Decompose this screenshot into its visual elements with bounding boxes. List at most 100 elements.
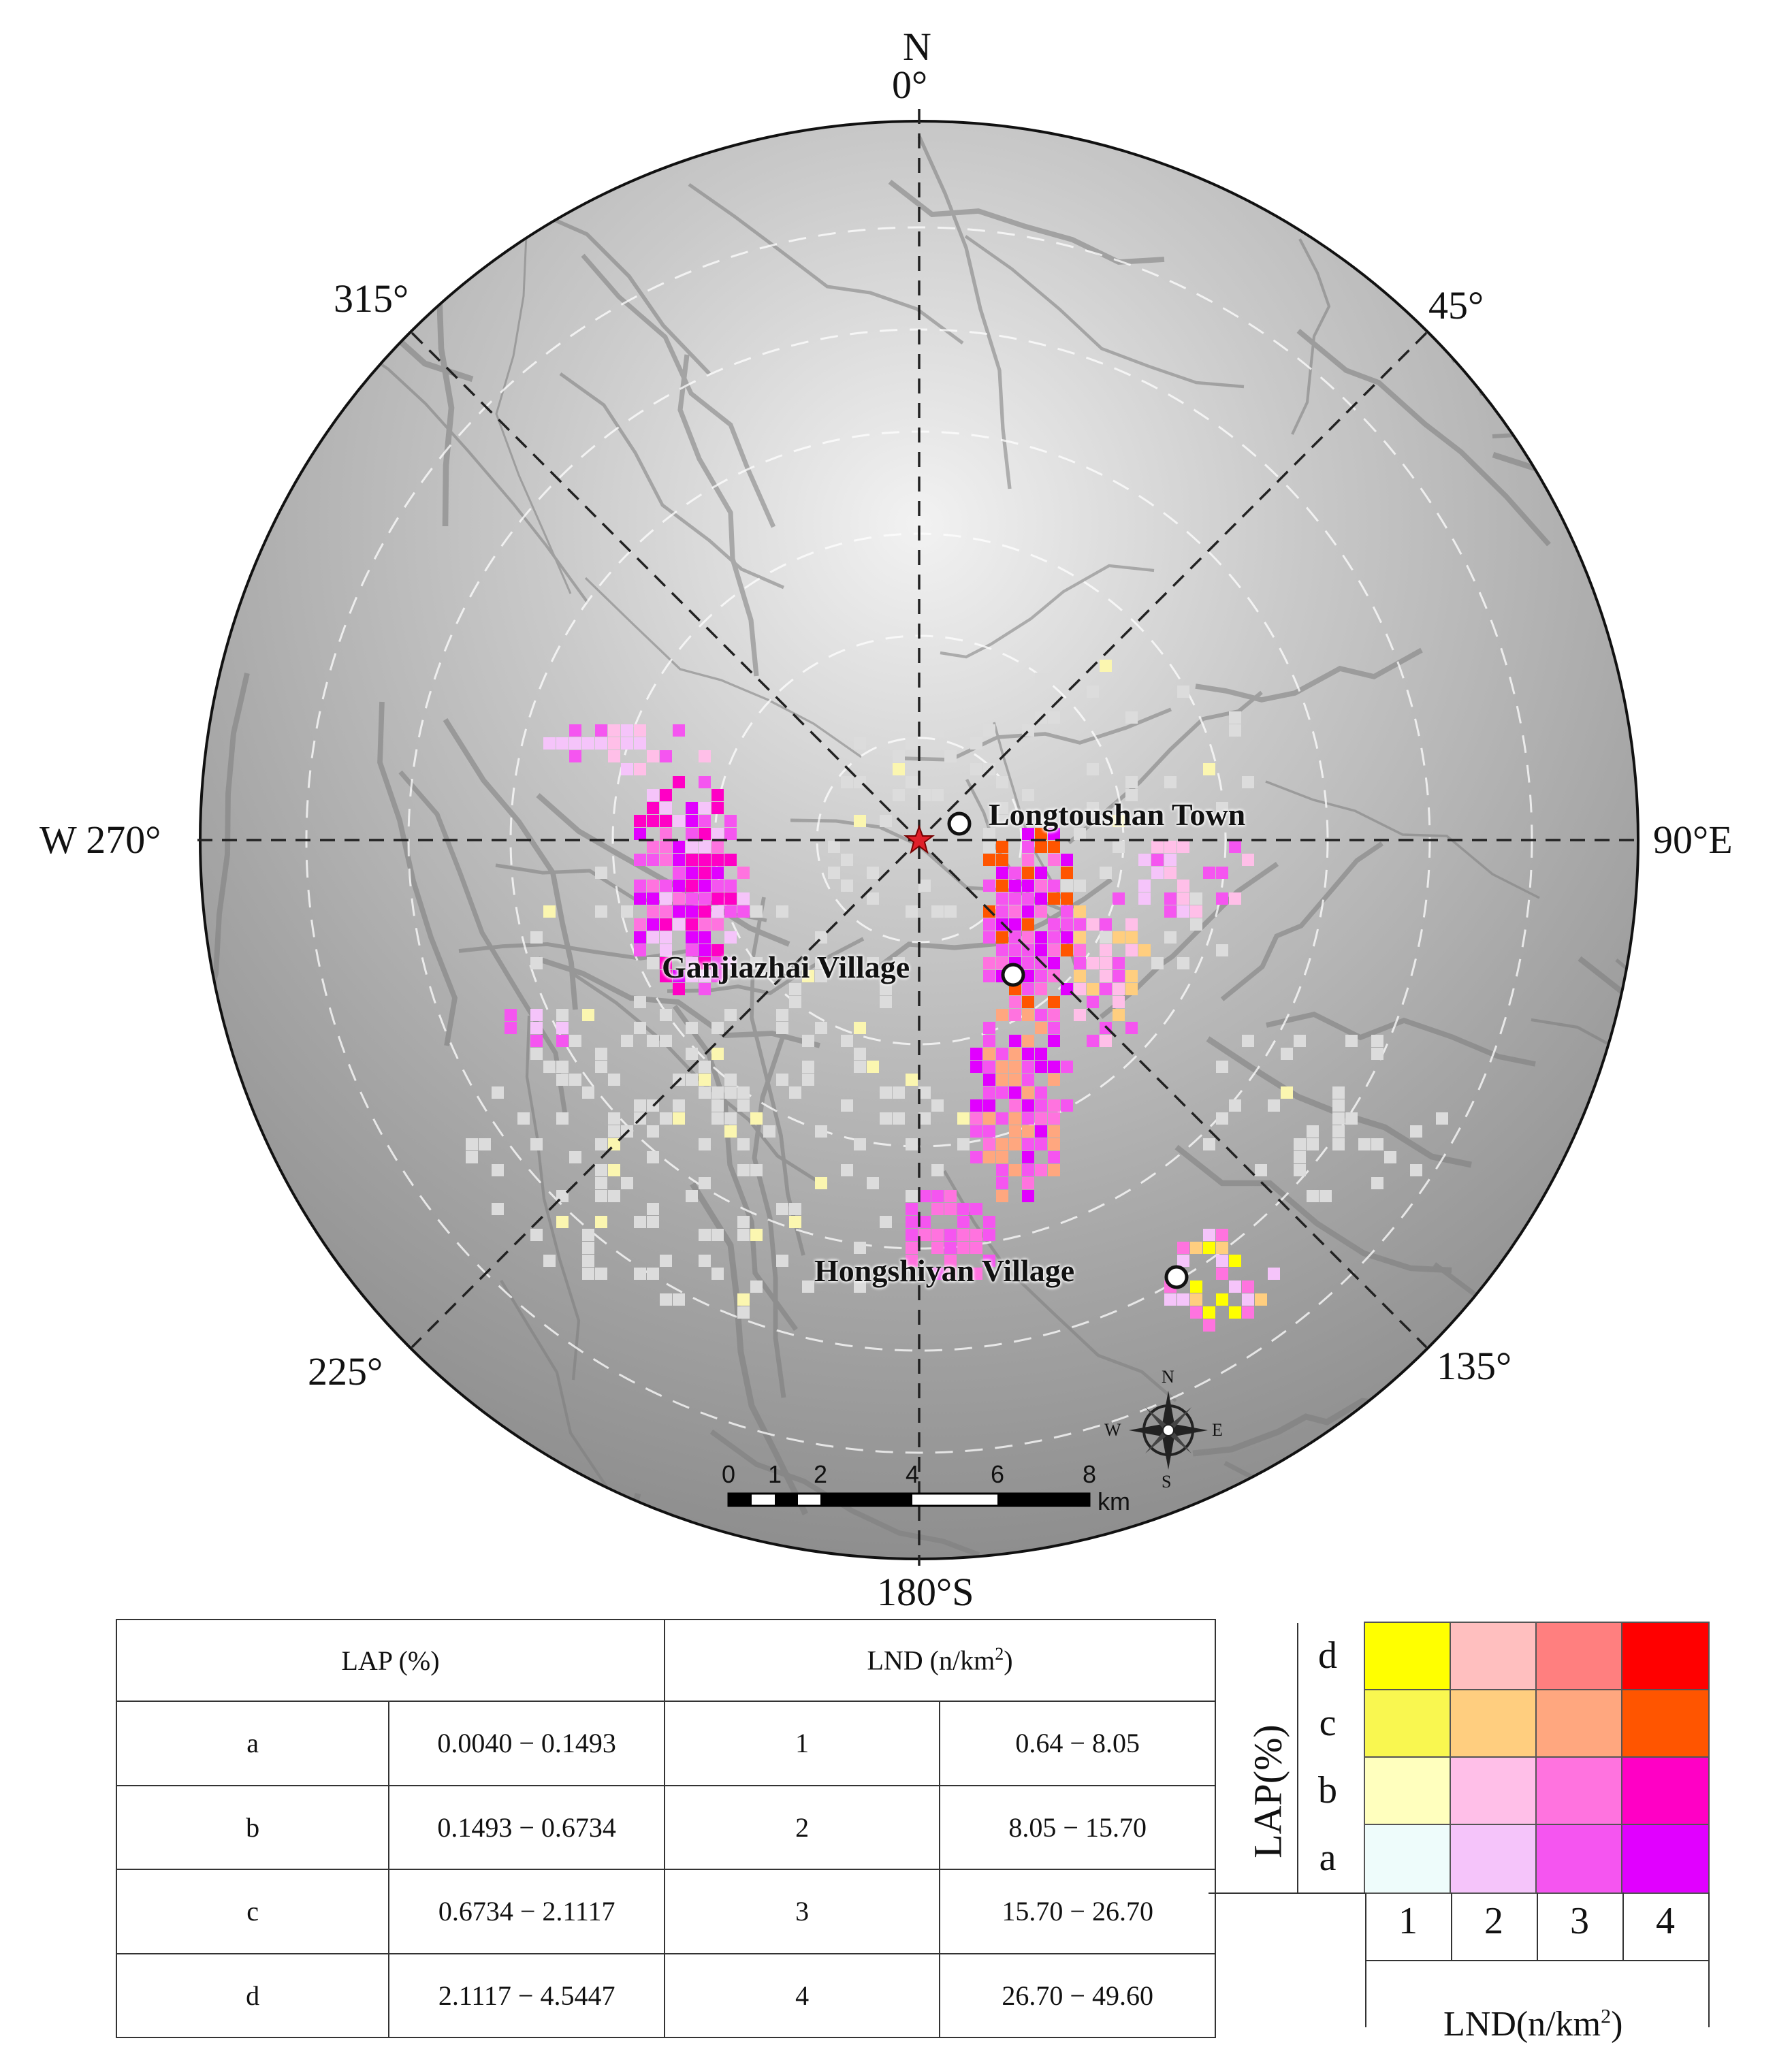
landslide-cell <box>660 841 672 853</box>
landslide-cell <box>867 1177 879 1189</box>
landslide-cell <box>996 1061 1008 1073</box>
landslide-cell <box>970 1229 982 1241</box>
landslide-cell <box>1022 1074 1034 1086</box>
landslide-cell <box>595 737 607 750</box>
landslide-cell <box>931 1190 944 1202</box>
landslide-cell <box>582 1009 594 1021</box>
landslide-cell <box>906 1074 918 1086</box>
landslide-cell <box>1138 892 1151 905</box>
landslide-cell <box>660 802 672 814</box>
landslide-cell <box>699 1229 711 1241</box>
legend-color-cell <box>1364 1824 1452 1894</box>
north-letter-label: N <box>903 25 931 69</box>
landslide-cell <box>724 892 737 905</box>
landslide-cell <box>1229 841 1241 853</box>
landslide-cell <box>802 1074 814 1086</box>
terrain-ridge <box>709 1429 980 1558</box>
landslide-cell <box>582 1229 594 1241</box>
landslide-cell <box>686 970 698 982</box>
landslide-cell <box>699 1061 711 1073</box>
landslide-cell <box>996 1151 1008 1163</box>
landslide-cell <box>634 1022 646 1034</box>
landslide-cell <box>1035 880 1047 892</box>
landslide-cell <box>621 1035 633 1047</box>
landslide-cell <box>711 802 724 814</box>
landslide-cell <box>724 854 737 866</box>
landslide-cell <box>996 892 1008 905</box>
landslide-cell <box>582 1086 594 1099</box>
landslide-cell <box>1294 1138 1306 1150</box>
landslide-cell <box>893 1112 905 1125</box>
terrain-ridge <box>1531 1018 1638 1110</box>
landslide-cell <box>1177 841 1189 853</box>
compass-e-label: E <box>1212 1420 1223 1440</box>
landslide-cell <box>983 841 995 853</box>
landslide-cell <box>1216 1268 1228 1280</box>
landslide-cell <box>996 815 1008 827</box>
landslide-cell <box>1022 970 1034 982</box>
legend-color-cell <box>1621 1756 1710 1826</box>
landslide-cell <box>841 854 853 866</box>
landslide-cell <box>647 905 659 918</box>
lnd-class-cell: 4 <box>664 1952 941 2039</box>
landslide-cell <box>996 841 1008 853</box>
landslide-cell <box>1087 1035 1099 1047</box>
landslide-cell <box>569 1151 581 1163</box>
landslide-cell <box>931 1203 944 1215</box>
landslide-cell <box>880 983 892 995</box>
landslide-cell <box>1345 1112 1358 1125</box>
hongshiyan-village-marker <box>1164 1265 1189 1289</box>
landslide-cell <box>1100 970 1112 982</box>
landslide-cell <box>660 854 672 866</box>
landslide-cell <box>634 931 646 944</box>
landslide-cell <box>582 1242 594 1254</box>
landslide-cell <box>608 737 620 750</box>
landslide-cell <box>569 1035 581 1047</box>
landslide-cell <box>906 776 918 788</box>
landslide-cell <box>621 1177 633 1189</box>
landslide-cell <box>841 776 853 788</box>
landslide-cell <box>867 957 879 969</box>
landslide-cell <box>1009 892 1021 905</box>
terrain-ridge <box>1575 363 1616 557</box>
landslide-cell <box>1216 1255 1228 1267</box>
landslide-cell <box>1216 1229 1228 1241</box>
landslide-cell <box>906 1229 918 1241</box>
landslide-cell <box>776 1074 788 1086</box>
landslide-cell <box>724 1086 737 1099</box>
landslide-cell <box>957 1216 970 1228</box>
landslide-cell <box>1087 983 1099 995</box>
landslide-cell <box>673 892 685 905</box>
landslide-cell <box>711 1048 724 1060</box>
landslide-cell <box>1164 776 1177 788</box>
landslide-cell <box>724 957 737 969</box>
landslide-cell <box>1009 1125 1021 1138</box>
landslide-cell <box>983 854 995 866</box>
landslide-cell <box>983 1255 995 1267</box>
landslide-cell <box>673 854 685 866</box>
landslide-cell <box>1125 711 1138 724</box>
landslide-cell <box>699 841 711 853</box>
landslide-cell <box>1048 673 1060 685</box>
landslide-cell <box>1022 1099 1034 1112</box>
landslide-cell <box>983 918 995 931</box>
landslide-cell <box>1061 854 1073 866</box>
landslide-cell <box>1022 854 1034 866</box>
landslide-cell <box>634 892 646 905</box>
landslide-cell <box>737 1164 750 1176</box>
landslide-cell <box>906 1242 918 1254</box>
north-degree-label: 0° <box>892 63 928 107</box>
landslide-cell <box>983 1112 995 1125</box>
south-label: 180°S <box>877 1570 974 1614</box>
landslide-cell <box>802 1280 814 1293</box>
landslide-cell <box>686 1074 698 1086</box>
landslide-cell <box>996 1048 1008 1060</box>
landslide-cell <box>1035 1009 1047 1021</box>
terrain-ridge <box>1195 647 1423 703</box>
landslide-cell <box>1164 905 1177 918</box>
landslide-cell <box>1022 828 1034 840</box>
landslide-cell <box>1074 828 1086 840</box>
terrain-ridge <box>537 956 820 1048</box>
legend-frame-line <box>1365 1960 1708 1961</box>
landslide-cell <box>711 854 724 866</box>
